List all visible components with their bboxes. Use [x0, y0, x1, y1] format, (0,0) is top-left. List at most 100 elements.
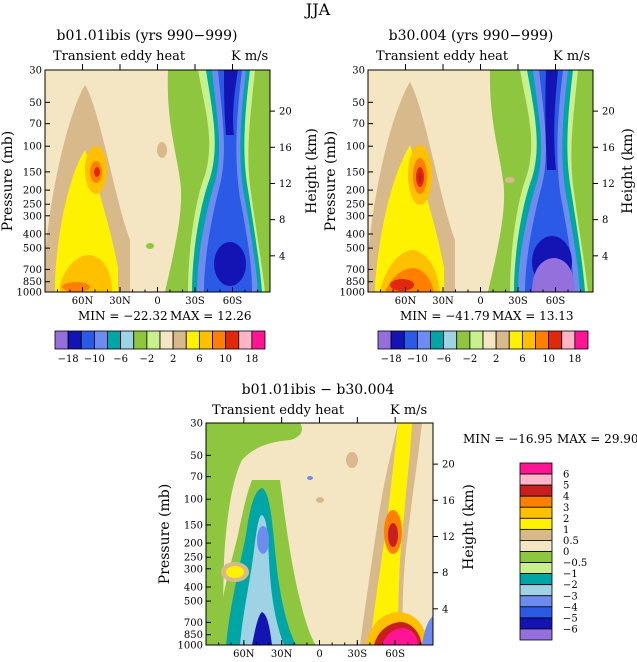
pressure-tick-label: 200 [23, 186, 42, 197]
colorbar-label: 0 [563, 547, 569, 558]
figure-title: JJA [304, 0, 331, 19]
colorbar-box [519, 528, 553, 541]
pressure-tick-label: 700 [23, 265, 42, 276]
colorbar-box [377, 330, 392, 350]
colorbar-box [238, 330, 253, 350]
colorbar-box [519, 628, 553, 641]
pressure-tick-label: 500 [184, 597, 203, 608]
panel-2-ylabel-right: Height (km) [620, 128, 636, 214]
lat-tick-label: 60S [546, 296, 566, 307]
height-tick-label: 12 [279, 179, 292, 190]
lat-tick-label: 60S [385, 649, 405, 660]
colorbar-box [67, 330, 82, 350]
pressure-tick-label: 50 [352, 98, 365, 109]
pressure-tick-label: 400 [346, 229, 365, 240]
pressure-tick-label: 200 [184, 539, 203, 550]
colorbar-box [80, 330, 95, 350]
colorbar-box [146, 330, 161, 350]
pressure-tick-label: 70 [190, 472, 203, 483]
colorbar-box [548, 330, 563, 350]
pressure-tick-label: 200 [346, 186, 365, 197]
height-tick-label: 12 [602, 179, 615, 190]
lat-tick-label: 60N [233, 649, 255, 660]
colorbar-label: −6 [563, 624, 578, 635]
colorbar-label: 18 [569, 354, 582, 365]
colorbar-box [519, 506, 553, 519]
lat-tick-label: 60N [395, 296, 417, 307]
colorbar-label: −2 [140, 354, 155, 365]
colorbar-label: 0.5 [563, 536, 579, 547]
pressure-tick-label: 700 [184, 618, 203, 629]
colorbar-label: −18 [58, 354, 79, 365]
lat-tick-label: 0 [316, 649, 322, 660]
panel-2-subtitle-right: K m/s [553, 49, 590, 64]
colorbar-label: 6 [519, 354, 525, 365]
colorbar-label: −3 [563, 591, 578, 602]
colorbar-label: 3 [563, 503, 569, 514]
colorbar-box [185, 330, 200, 350]
colorbar-box [519, 617, 553, 630]
colorbar-box [443, 330, 458, 350]
colorbar-box [159, 330, 174, 350]
pressure-tick-label: 300 [346, 211, 365, 222]
pressure-tick-label: 1000 [340, 288, 365, 299]
pressure-tick-label: 50 [29, 98, 42, 109]
panel-3-title: b01.01ibis − b30.004 [242, 382, 395, 398]
colorbar-box [519, 584, 553, 597]
height-tick-label: 4 [279, 251, 285, 262]
colorbar-box [133, 330, 148, 350]
panel-2-ylabel: Pressure (mb) [323, 131, 339, 231]
pressure-tick-label: 70 [29, 119, 42, 130]
panel-1-title: b01.01ibis (yrs 990−999) [57, 28, 238, 44]
height-tick-label: 8 [602, 215, 608, 226]
pressure-tick-label: 850 [346, 277, 365, 288]
lat-tick-label: 30S [185, 296, 205, 307]
colorbar-label: 6 [563, 470, 569, 481]
colorbar-box [403, 330, 418, 350]
pressure-tick-label: 50 [190, 451, 203, 462]
panel-2-title: b30.004 (yrs 990−999) [389, 28, 554, 44]
colorbar-box [482, 330, 497, 350]
pressure-tick-label: 850 [23, 277, 42, 288]
colorbar-label: 2 [170, 354, 176, 365]
colorbar-box [521, 330, 536, 350]
colorbar-box [495, 330, 510, 350]
colorbar-label: −2 [463, 354, 478, 365]
colorbar-label: 18 [246, 354, 259, 365]
colorbar-box [107, 330, 122, 350]
colorbar-box [519, 595, 553, 608]
colorbar-label: 2 [493, 354, 499, 365]
height-tick-label: 20 [602, 107, 615, 118]
panel-2-subtitle-left: Transient eddy heat [376, 49, 509, 64]
panel-1-min-label: MIN = −22.32 [78, 309, 168, 323]
lat-tick-label: 0 [154, 296, 160, 307]
lat-tick-label: 30N [271, 649, 293, 660]
colorbar-box [54, 330, 69, 350]
panel-2-colorbar: −18 −10 −6 −2 2 6 10 18 [377, 330, 589, 365]
panel-2-min-label: MIN = −41.79 [400, 309, 490, 323]
pressure-tick-label: 700 [346, 265, 365, 276]
pressure-tick-label: 30 [29, 66, 42, 77]
lat-tick-label: 30S [508, 296, 528, 307]
panel-3-contour-field [206, 423, 433, 645]
colorbar-label: −5 [563, 613, 578, 624]
panel-3-min-label: MIN = −16.95 [463, 432, 553, 446]
pressure-tick-label: 250 [23, 200, 42, 211]
colorbar-box [251, 330, 266, 350]
colorbar-label: −0.5 [563, 558, 587, 569]
panel-1-subtitle-left: Transient eddy heat [53, 49, 186, 64]
height-tick-label: 8 [442, 568, 448, 579]
colorbar-box [519, 562, 553, 575]
colorbar-box [430, 330, 445, 350]
panel-1: b01.01ibis (yrs 990−999) Transient eddy … [0, 28, 320, 365]
panel-3-subtitle-left: Transient eddy heat [212, 403, 345, 418]
pressure-tick-label: 150 [184, 520, 203, 531]
pressure-tick-label: 30 [190, 419, 203, 430]
height-tick-label: 20 [279, 107, 292, 118]
panel-3-subtitle-right: K m/s [390, 403, 427, 418]
colorbar-box [519, 495, 553, 508]
height-tick-label: 16 [442, 496, 455, 507]
